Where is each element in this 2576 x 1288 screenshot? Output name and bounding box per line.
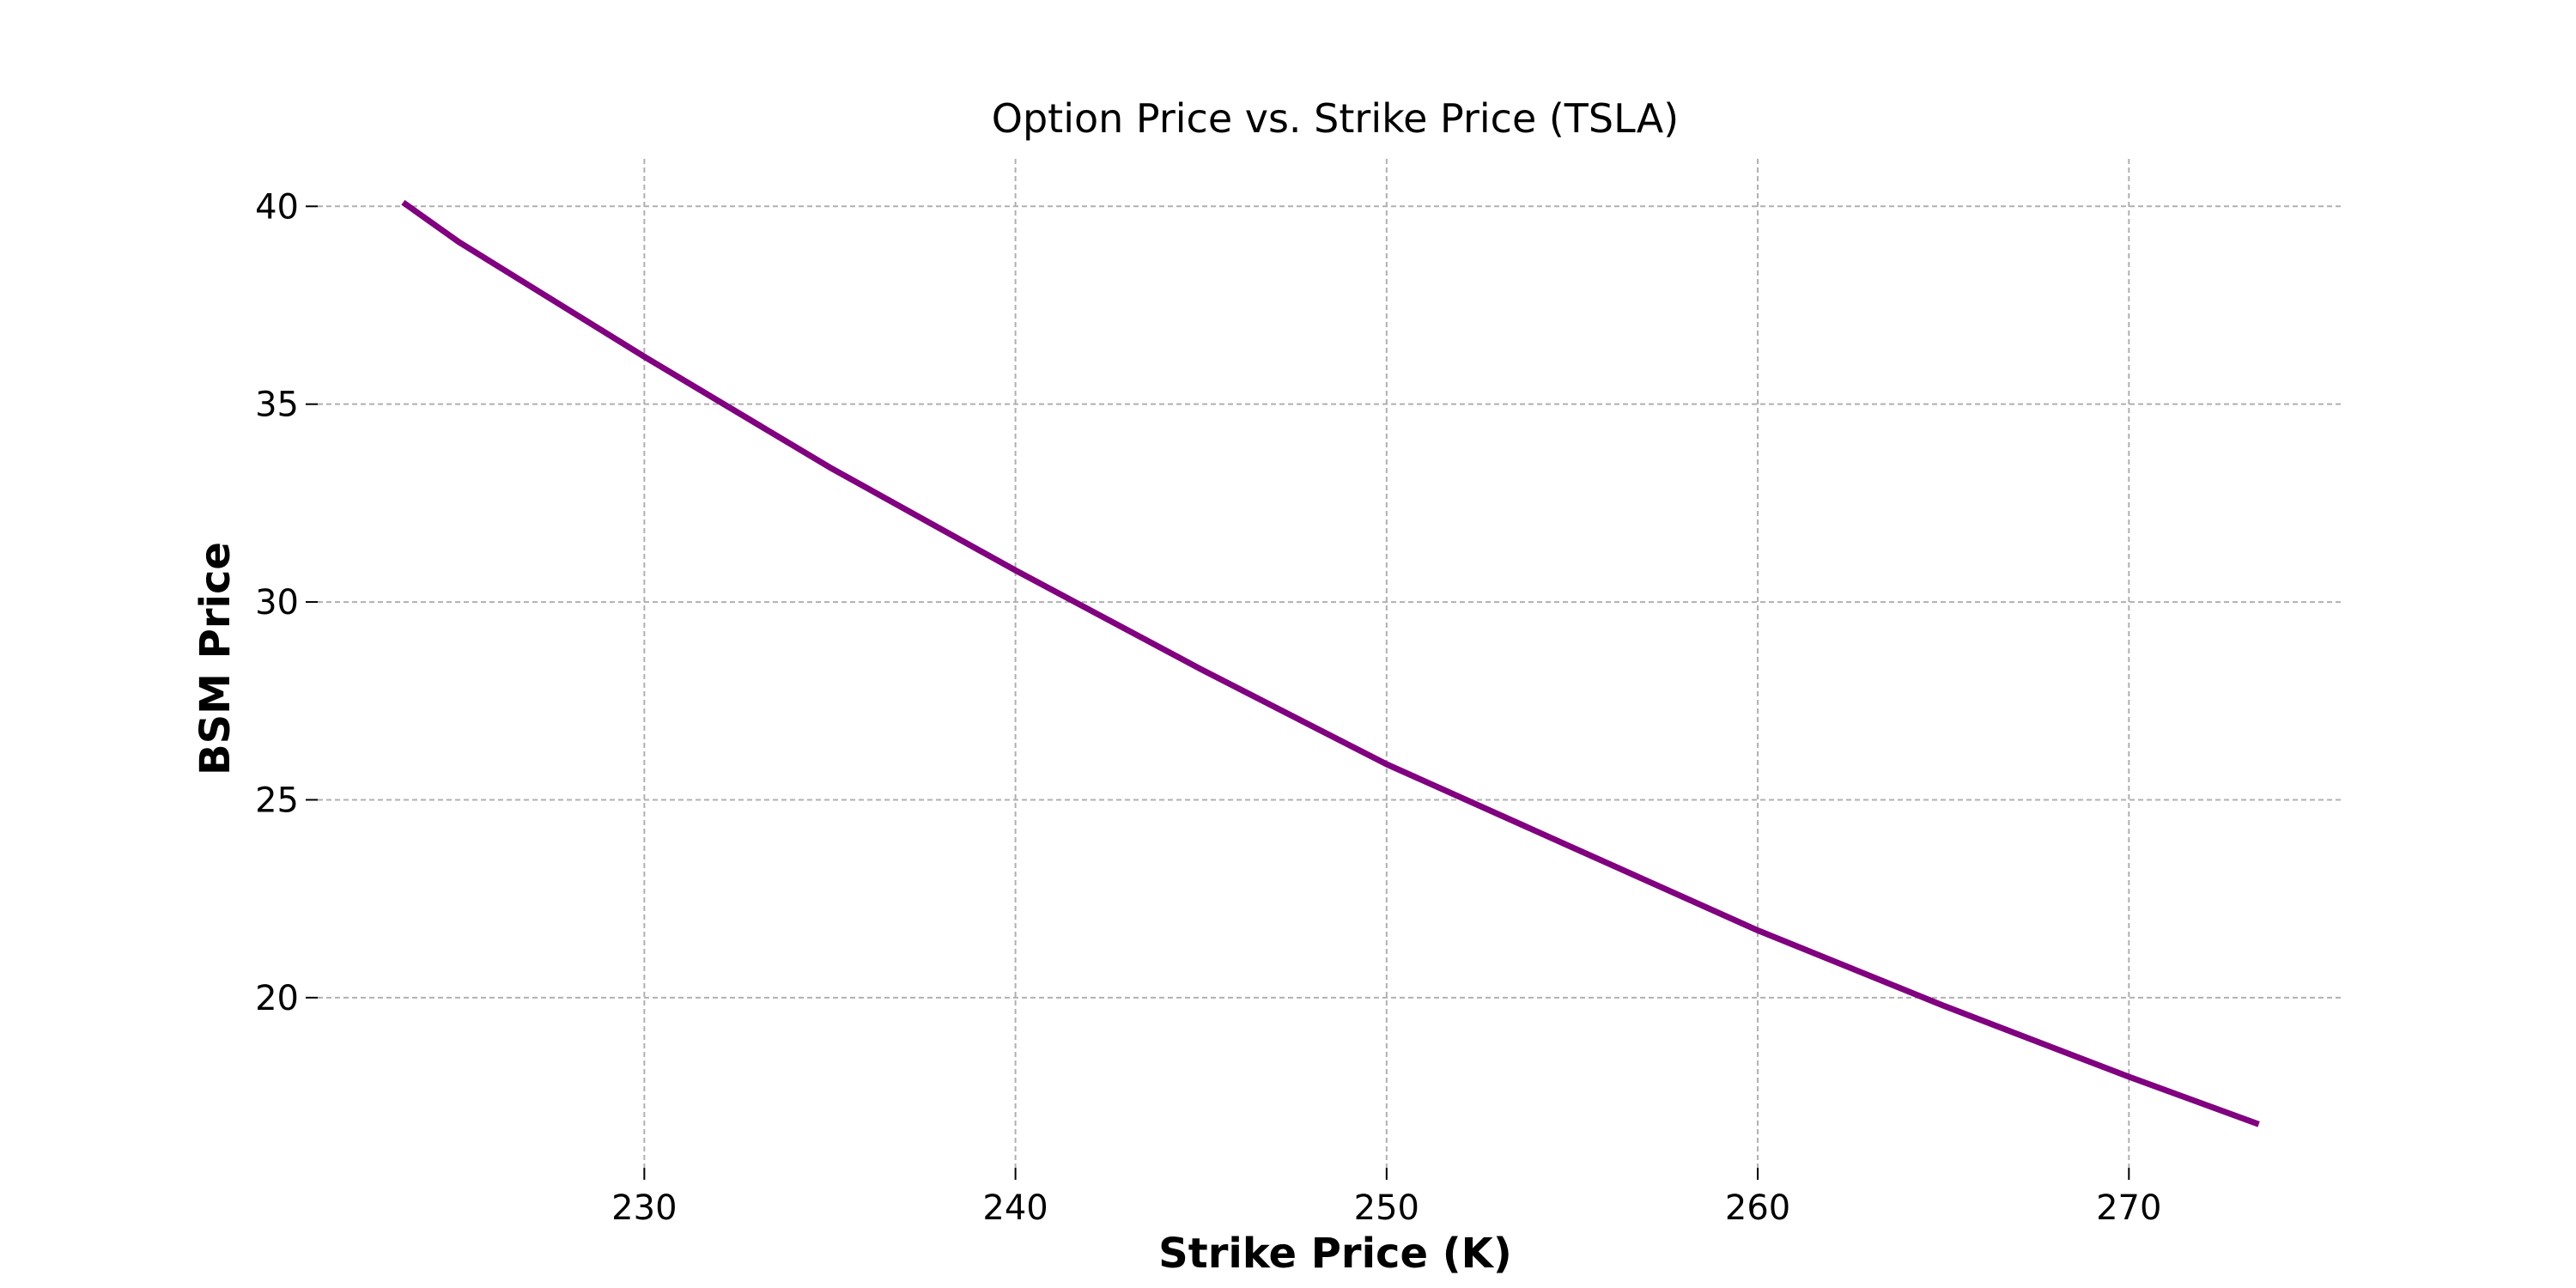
chart-title: Option Price vs. Strike Price (TSLA): [992, 95, 1679, 142]
x-axis-ticks: 230 240 250 260 270: [611, 1168, 2161, 1228]
x-axis-label: Strike Price (K): [1158, 1230, 1512, 1278]
series-line: [401, 199, 2260, 1127]
x-tick-label: 270: [2096, 1188, 2161, 1228]
y-tick-label: 25: [255, 781, 299, 820]
y-tick-label: 20: [255, 979, 299, 1018]
y-tick-label: 40: [255, 187, 299, 227]
x-tick-label: 260: [1725, 1188, 1790, 1228]
y-axis-ticks: 20 25 30 35 40: [255, 187, 318, 1018]
series-lines: [401, 199, 2260, 1127]
y-tick-label: 30: [255, 583, 299, 623]
y-tick-label: 35: [255, 386, 299, 425]
y-axis-label: BSM Price: [191, 542, 240, 775]
x-tick-label: 240: [982, 1188, 1048, 1228]
x-tick-label: 250: [1354, 1188, 1419, 1228]
x-tick-label: 230: [611, 1188, 677, 1228]
gridlines: [318, 159, 2344, 1168]
